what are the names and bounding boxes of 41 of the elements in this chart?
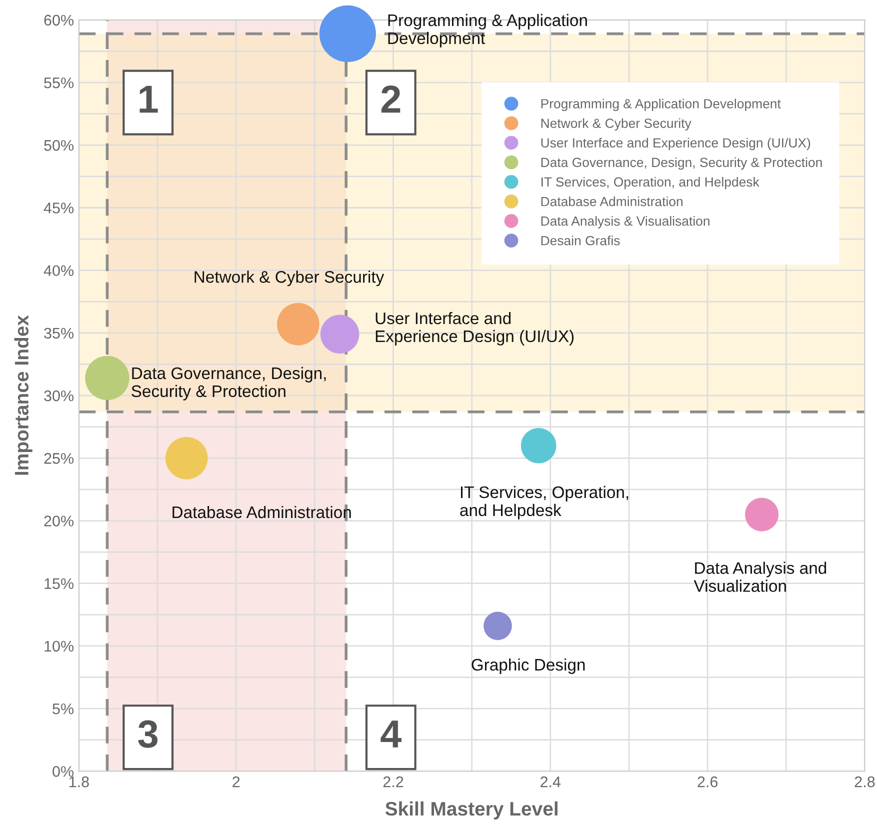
y-tick-label: 5% — [52, 704, 74, 714]
annotation: Data Governance, Design, Security & Protection — [132, 366, 326, 400]
annotation: IT Services, Operation, and Helpdesk — [460, 486, 628, 520]
legend-label: Programming & Application Development — [541, 98, 781, 112]
legend-label: Network & Cyber Security — [541, 118, 692, 131]
legend-label: IT Services, Operation, and Helpdesk — [542, 176, 760, 190]
annotation: Graphic Design — [472, 658, 585, 674]
y-tick-label: 35% — [44, 328, 74, 339]
legend-label: Desain Grafis — [541, 236, 620, 246]
annotation: 4 — [380, 720, 402, 748]
y-tick-label: 25% — [44, 453, 74, 464]
x-tick-label: 2.4 — [540, 776, 561, 788]
y-tick-label: 15% — [44, 578, 74, 590]
y-axis-title: Importance Index — [14, 315, 32, 475]
annotation: 3 — [138, 720, 158, 748]
annotation: Network & Cyber Security — [194, 270, 384, 286]
y-tick-label: 10% — [44, 640, 74, 652]
legend-label: Database Administration — [541, 196, 682, 206]
y-tick-label: 0% — [52, 766, 74, 777]
y-tick-label: 30% — [44, 390, 74, 402]
y-tick-label: 40% — [44, 265, 74, 276]
y-tick-label: 50% — [44, 140, 74, 151]
x-tick-label: 2.8 — [854, 776, 875, 788]
y-tick-label: 60% — [44, 14, 74, 26]
x-tick-label: 2 — [232, 776, 240, 788]
y-tick-label: 45% — [44, 202, 74, 214]
annotation: Programming & Application Development — [388, 14, 587, 48]
legend-label: Data Governance, Design, Security & Protection — [541, 157, 822, 170]
x-tick-label: 1.8 — [69, 776, 89, 788]
annotation: 1 — [140, 86, 158, 113]
legend-label: User Interface and Experience Design (UI/UX) — [541, 138, 810, 150]
x-tick-label: 2.2 — [383, 776, 404, 788]
annotation: Database Administration — [172, 506, 351, 518]
annotation: User Interface and Experience Design (UI/UX) — [376, 312, 574, 346]
annotation: Data Analysis and Visualization — [694, 562, 826, 592]
y-tick-label: 55% — [44, 77, 74, 88]
annotation: 2 — [381, 85, 400, 113]
x-axis-title: Skill Mastery Level — [385, 801, 558, 820]
legend-label: Data Analysis & Visualisation — [541, 216, 710, 228]
x-tick-label: 2.6 — [698, 776, 718, 788]
y-tick-label: 20% — [44, 516, 74, 526]
